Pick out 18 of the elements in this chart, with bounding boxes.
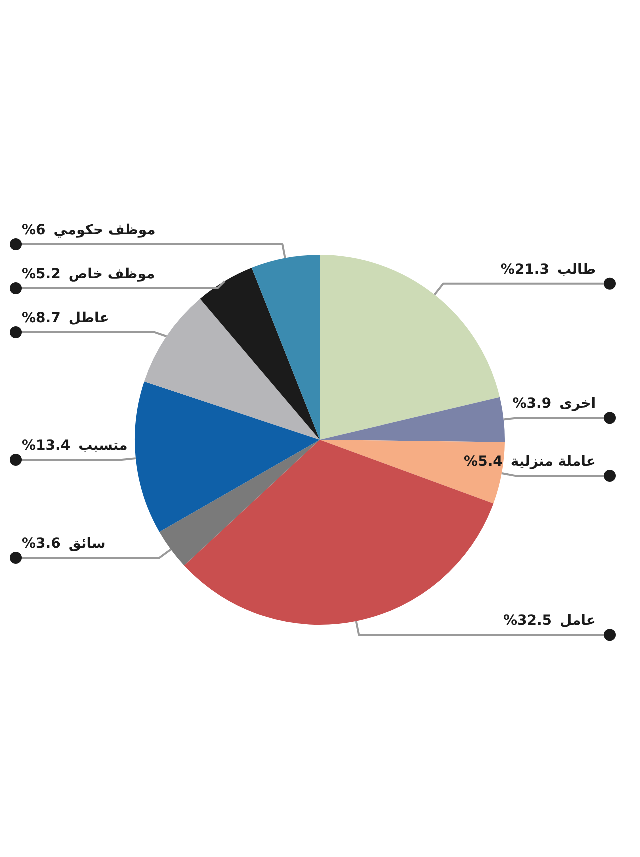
data-label: %32.5 bbox=[503, 613, 552, 630]
data-label: %8.7 bbox=[22, 310, 61, 327]
data-label: %6 bbox=[22, 222, 46, 239]
slice-label: طالب bbox=[557, 262, 596, 278]
slice-label: عامل bbox=[560, 613, 596, 630]
slice-label: عاطل bbox=[68, 310, 110, 327]
slice-label: موظف حكومي bbox=[54, 222, 156, 239]
slice-label: سائق bbox=[68, 536, 106, 552]
data-label: %3.9 bbox=[512, 396, 552, 412]
data-label: %5.4 bbox=[464, 454, 504, 470]
data-label: %21.3 bbox=[500, 262, 550, 278]
slice-label: موظف خاص bbox=[68, 266, 156, 283]
slice-label: متسبب bbox=[78, 438, 128, 454]
slice-label: اخرى bbox=[560, 396, 596, 412]
data-label: %13.4 bbox=[22, 438, 71, 454]
data-label: %3.6 bbox=[22, 536, 61, 552]
data-label: %5.2 bbox=[22, 266, 61, 283]
slice-label: عاملة منزلية bbox=[510, 454, 596, 470]
